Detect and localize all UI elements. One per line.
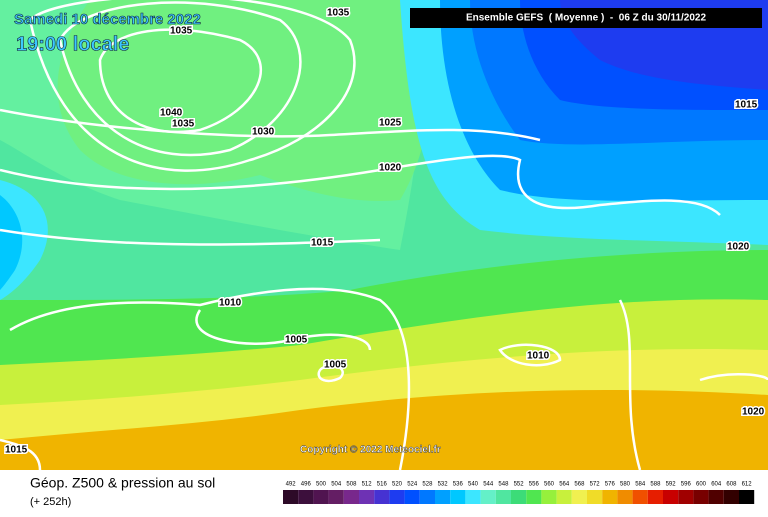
scale-swatch [480, 490, 496, 504]
scale-label: 512 [362, 482, 373, 488]
isobars [0, 0, 768, 471]
scale-swatch [495, 490, 511, 504]
scale-label: 564 [559, 482, 570, 488]
scale-label: 524 [407, 482, 418, 488]
color-scale: 492 496 500 504 508 512 516 520 524 528 532 536 540 5… [283, 482, 755, 504]
scale-label: 516 [377, 482, 388, 488]
scale-swatch [571, 490, 587, 504]
scale-swatch [739, 490, 755, 504]
scale-label: 588 [650, 482, 661, 488]
scale-label: 548 [498, 482, 509, 488]
isobar-label: 1030 [252, 127, 275, 138]
scale-label: 552 [514, 482, 525, 488]
background-bands [0, 0, 768, 470]
scale-label: 596 [681, 482, 692, 488]
scale-swatch [647, 490, 663, 504]
scale-label: 496 [301, 482, 312, 488]
scale-swatch [283, 490, 299, 504]
scale-swatch [693, 490, 709, 504]
scale-label: 576 [605, 482, 616, 488]
run-info: Ensemble GEFS ( Moyenne ) - 06 Z du 30/1… [466, 13, 707, 24]
isobar-label: 1025 [379, 118, 402, 129]
scale-label: 528 [422, 482, 433, 488]
scale-label: 540 [468, 482, 479, 488]
isobar-label: 1015 [5, 445, 28, 456]
scale-label: 492 [286, 482, 297, 488]
scale-label: 584 [635, 482, 646, 488]
scale-swatch [617, 490, 633, 504]
isobar-label: 1035 [327, 8, 350, 19]
scale-label: 504 [331, 482, 342, 488]
scale-label: 500 [316, 482, 327, 488]
isobar-label: 1010 [527, 351, 550, 362]
isobar-label: 1005 [285, 335, 308, 346]
scale-swatch [298, 490, 314, 504]
scale-swatch [328, 490, 344, 504]
scale-swatch [374, 490, 390, 504]
copyright: Copyright © 2022 Meteociel.fr [300, 445, 441, 456]
isobar-label: 1020 [379, 163, 402, 174]
scale-label: 608 [726, 482, 737, 488]
scale-swatch [723, 490, 739, 504]
scale-label: 520 [392, 482, 403, 488]
isobar-label: 1035 [170, 26, 193, 37]
scale-swatch [526, 490, 542, 504]
scale-swatch [450, 490, 466, 504]
scale-label: 612 [742, 482, 753, 488]
run-box [410, 8, 762, 28]
scale-swatch [419, 490, 435, 504]
scale-swatch [678, 490, 694, 504]
scale-swatch [465, 490, 481, 504]
footer-title: Géop. Z500 & pression au sol [30, 475, 215, 491]
isobar-label: 1040 [160, 108, 183, 119]
scale-label: 572 [590, 482, 601, 488]
scale-swatch [313, 490, 329, 504]
isobar-label: 1005 [324, 360, 347, 371]
isobar-label: 1020 [742, 407, 765, 418]
isobar-label: 1020 [727, 242, 750, 253]
scale-swatch [632, 490, 648, 504]
scale-swatch [404, 490, 420, 504]
scale-label: 536 [453, 482, 464, 488]
date-title: Samedi 10 décembre 2022 [14, 11, 201, 28]
scale-swatch [541, 490, 557, 504]
scale-label: 592 [666, 482, 677, 488]
footer-lead: (+ 252h) [30, 496, 71, 508]
scale-swatch [587, 490, 603, 504]
scale-swatch [343, 490, 359, 504]
isobar-label: 1015 [311, 238, 334, 249]
scale-label: 560 [544, 482, 555, 488]
scale-swatch [663, 490, 679, 504]
scale-swatch [511, 490, 527, 504]
isobar-label: 1010 [219, 298, 242, 309]
scale-label: 532 [438, 482, 449, 488]
scale-label: 580 [620, 482, 631, 488]
scale-label: 604 [711, 482, 722, 488]
scale-label: 600 [696, 482, 707, 488]
isobar-label: 1035 [172, 119, 195, 130]
scale-swatch [556, 490, 572, 504]
isobar-label: 1015 [735, 100, 758, 111]
scale-label: 544 [483, 482, 494, 488]
scale-label: 568 [574, 482, 585, 488]
isobar-labels: 1035 1035 1040 1035 1030 1025 1020 1015 … [4, 6, 767, 457]
time-title: 19:00 locale [16, 33, 129, 55]
scale-label: 508 [346, 482, 357, 488]
scale-swatch [435, 490, 451, 504]
scale-swatch [708, 490, 724, 504]
scale-swatch [359, 490, 375, 504]
scale-swatch [389, 490, 405, 504]
scale-label: 556 [529, 482, 540, 488]
scale-swatch [602, 490, 618, 504]
